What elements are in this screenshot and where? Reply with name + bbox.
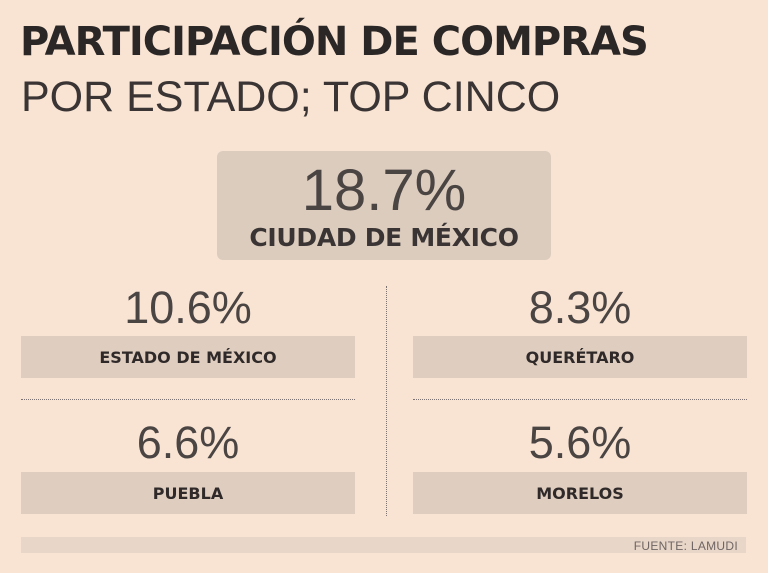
footer-bar [21,537,746,553]
estado-de-mexico-label: ESTADO DE MÉXICO [21,336,355,378]
vertical-divider [386,286,387,516]
top-state-card: 18.7% CIUDAD DE MÉXICO [217,151,551,260]
source-note: FUENTE: LAMUDI [633,539,738,553]
queretaro-value: 8.3% [528,282,632,333]
top-state-value: 18.7% [301,158,467,223]
top-state-label: CIUDAD DE MÉXICO [249,223,519,252]
chart-subtitle: POR ESTADO; TOP CINCO [21,73,561,121]
estado-de-mexico-value: 10.6% [124,282,252,333]
puebla-value: 6.6% [136,417,240,468]
puebla-label: PUEBLA [21,472,355,514]
chart-title: PARTICIPACIÓN DE COMPRAS [20,19,649,65]
queretaro-label: QUERÉTARO [413,336,747,378]
morelos-value: 5.6% [528,417,632,468]
right-horizontal-divider [413,399,747,400]
left-horizontal-divider [21,399,355,400]
morelos-label: MORELOS [413,472,747,514]
